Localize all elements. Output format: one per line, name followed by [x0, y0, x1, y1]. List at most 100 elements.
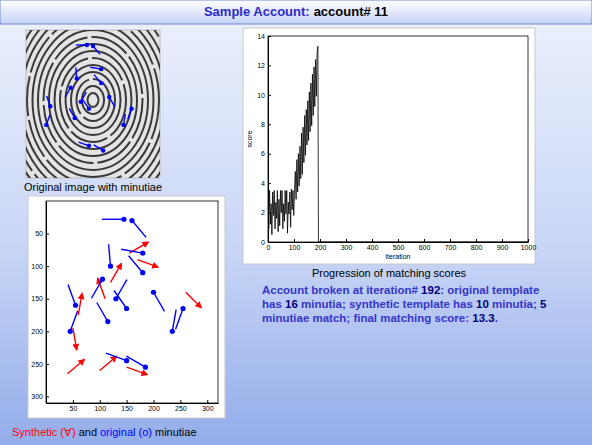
scatter-marks [68, 217, 202, 375]
tick-label: 900 [497, 244, 509, 251]
ridge [26, 30, 160, 178]
tick-label: 500 [393, 244, 405, 251]
minutia-dot [121, 217, 126, 222]
minutia-dot [113, 296, 118, 301]
tick-mark [127, 400, 128, 403]
line-panel [243, 28, 535, 264]
summary-text: minutia; synthetic template has [298, 298, 476, 310]
tick-label: 0 [261, 239, 265, 246]
title-account: account# 11 [314, 4, 388, 19]
minutia-dot [140, 270, 145, 275]
minutia-dot [151, 290, 156, 295]
scatter-panel [28, 196, 225, 418]
tick-label: 150 [31, 295, 43, 302]
plot-frame [268, 36, 528, 242]
tick-label: 300 [202, 405, 214, 412]
legend-entry: Synthetic (∀) [12, 426, 76, 438]
minutia-dot [100, 277, 105, 282]
tick: 6 [261, 150, 271, 157]
ridge [38, 30, 148, 170]
ridge [49, 44, 137, 156]
tick-mark [398, 239, 399, 242]
minutia-dot [73, 303, 78, 308]
slide: Sample Account:account# 11Original image… [0, 0, 592, 445]
minutia-dot [87, 106, 91, 110]
tick-mark [320, 239, 321, 242]
tick-label: 200 [148, 405, 160, 412]
tick-mark [424, 239, 425, 242]
minutia-dot [87, 144, 91, 148]
tick-label: 100 [289, 244, 301, 251]
tick-label: 100 [31, 263, 43, 270]
tick-mark [154, 400, 155, 403]
minutia-dot [101, 148, 105, 152]
tick: 200 [315, 239, 327, 251]
tick-label: 700 [445, 244, 457, 251]
chart-caption: Progression of matching scores [312, 267, 467, 279]
summary-number: 192 [421, 284, 440, 296]
tick-mark [268, 183, 271, 184]
legend-text: and [79, 426, 97, 438]
tick-label: 400 [367, 244, 379, 251]
fingerprint-minutiae [44, 43, 134, 153]
tick-mark [46, 396, 49, 397]
tick: 600 [419, 239, 431, 251]
ridge [26, 30, 160, 178]
score-line [268, 46, 528, 242]
minutia-dot [107, 95, 111, 99]
minutia-line [70, 311, 78, 332]
ridge [44, 37, 143, 163]
tick: 8 [261, 121, 271, 128]
y-axis-title: score [246, 130, 253, 147]
tick-label: 250 [31, 361, 43, 368]
minutia-line [116, 280, 127, 299]
summary-number: 10 [476, 298, 489, 310]
summary-text: minutiae match; final matching score: [262, 312, 472, 324]
ridge [60, 58, 126, 142]
ridge [77, 79, 110, 121]
legend-entry: original (o) [100, 426, 152, 438]
minutia-dot [91, 44, 95, 48]
minutia-dot [75, 76, 79, 80]
tick-mark [476, 239, 477, 242]
tick: 150 [121, 400, 133, 412]
background [0, 0, 592, 445]
minutia-line [137, 260, 158, 268]
minutia-dot [121, 123, 125, 127]
tick-label: 600 [419, 244, 431, 251]
summary-text: minutia; [489, 298, 540, 310]
tick-mark [268, 95, 271, 96]
tick: 100 [289, 239, 301, 251]
minutia-dot [48, 104, 52, 108]
minutia-dot [170, 329, 175, 334]
minutia-dot [79, 99, 83, 103]
tick-mark [46, 266, 49, 267]
minutia-dot [85, 43, 89, 47]
ridge [26, 30, 160, 178]
tick-label: 0 [267, 244, 271, 251]
tick-mark [46, 234, 49, 235]
minutia-line [97, 302, 108, 321]
minutia-line [68, 360, 85, 374]
minutia-line [154, 292, 165, 311]
tick-label: 50 [35, 230, 43, 237]
minutia-dot [129, 218, 134, 223]
summary-text: . [495, 312, 498, 324]
tick-label: 150 [121, 405, 133, 412]
title-label: Sample Account: [204, 4, 310, 19]
tick: 250 [175, 400, 187, 412]
tick: 1000 [521, 239, 537, 251]
minutia-dot [143, 365, 148, 370]
minutia-dot [68, 86, 72, 90]
tick-label: 200 [31, 328, 43, 335]
axis: 50100150200250300 [47, 400, 219, 412]
tick-label: 300 [31, 393, 43, 400]
ridge [27, 30, 159, 178]
minutia-line [132, 221, 146, 238]
minutia-line [73, 328, 77, 350]
tick-label: 250 [175, 405, 187, 412]
minutia-line [114, 290, 127, 308]
minutia-line [68, 285, 76, 306]
tick-mark [346, 239, 347, 242]
minutia-dot [140, 251, 145, 256]
